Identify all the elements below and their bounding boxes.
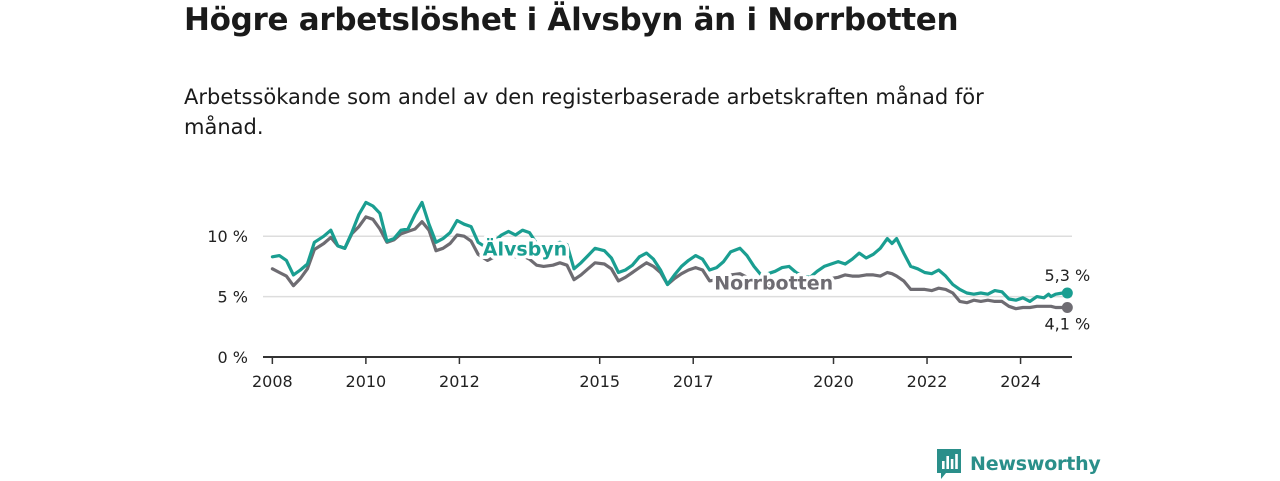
- end-point-älvsbyn: [1061, 287, 1073, 299]
- x-tick-label: 2020: [813, 372, 854, 391]
- end-label-älvsbyn: 5,3 %: [1044, 266, 1090, 285]
- x-tick-label: 2012: [439, 372, 480, 391]
- x-tick-label: 2008: [252, 372, 293, 391]
- newsworthy-logo-icon: [937, 449, 961, 479]
- x-tick-label: 2024: [1000, 372, 1041, 391]
- end-point-norrbotten: [1061, 301, 1073, 313]
- y-tick-label: 0 %: [218, 348, 248, 367]
- x-tick-label: 2015: [579, 372, 620, 391]
- grid-lines: [263, 235, 1072, 298]
- chart-title: Högre arbetslöshet i Älvsbyn än i Norrbo…: [184, 2, 959, 38]
- x-axis: 2008 2010 2012 2015 2017 2020 2022 2024: [252, 356, 1072, 391]
- x-tick-label: 2022: [907, 372, 948, 391]
- series-line-norrbotten: [270, 215, 1069, 311]
- series-label-älvsbyn: Älvsbyn: [483, 237, 567, 261]
- series-labels: Älvsbyn Norrbotten 5,3 % 4,1 %: [479, 233, 1090, 333]
- series-line-älvsbyn: [270, 200, 1069, 303]
- chart-subtitle: Arbetssökande som andel av den registerb…: [184, 85, 984, 139]
- newsworthy-wordmark: Newsworthy: [970, 453, 1101, 475]
- y-tick-label: 5 %: [218, 288, 248, 307]
- end-label-norrbotten: 4,1 %: [1044, 314, 1090, 333]
- x-tick-label: 2017: [673, 372, 714, 391]
- x-tick-label: 2010: [346, 372, 387, 391]
- y-tick-label: 10 %: [207, 227, 248, 246]
- series-lines: [270, 200, 1073, 313]
- newsworthy-logo: Newsworthy: [936, 447, 1101, 481]
- series-label-norrbotten: Norrbotten: [714, 272, 833, 294]
- y-axis-tick-labels: 0 % 5 % 10 %: [207, 227, 248, 367]
